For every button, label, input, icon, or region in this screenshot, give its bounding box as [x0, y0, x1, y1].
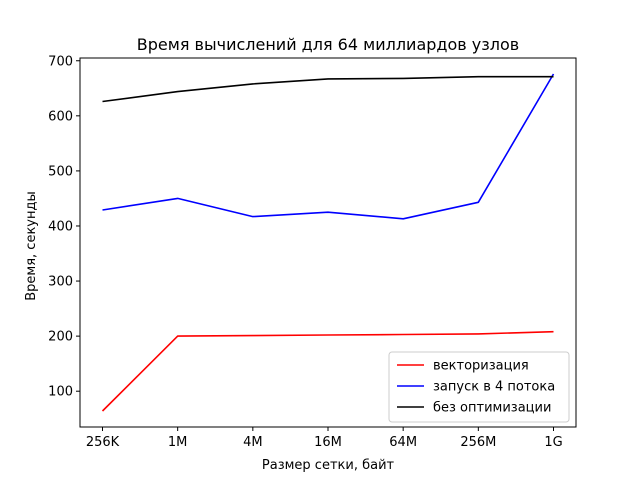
chart-title: Время вычислений для 64 миллиардов узлов	[137, 35, 519, 54]
y-tick-label: 700	[48, 54, 73, 69]
legend-label: векторизация	[433, 359, 529, 374]
y-axis-ticks: 100 200 300 400 500 600 700	[48, 54, 80, 400]
x-tick-label: 1M	[168, 435, 188, 450]
x-axis-label: Размер сетки, байт	[262, 458, 395, 473]
legend: векторизация запуск в 4 потока без оптимиз…	[388, 351, 570, 423]
x-tick-label: 1G	[544, 435, 562, 450]
series-line-0	[101, 330, 554, 412]
x-tick-label: 256M	[460, 435, 496, 450]
series-group	[101, 73, 555, 412]
y-tick-label: 400	[48, 219, 73, 234]
x-axis-ticks: 256K 1M 4M 16M 64M 256M 1G	[86, 427, 563, 450]
y-tick-label: 300	[48, 275, 73, 290]
x-tick-label: 256K	[86, 435, 120, 450]
y-tick-label: 500	[48, 164, 73, 179]
series-line-1	[102, 73, 555, 220]
y-tick-label: 200	[48, 330, 73, 345]
x-tick-label: 16M	[314, 435, 342, 450]
y-tick-label: 600	[48, 109, 73, 124]
legend-box	[388, 351, 570, 423]
y-axis-label: Время, секунды	[24, 191, 39, 301]
legend-label: без оптимизации	[433, 401, 551, 416]
x-tick-label: 4M	[243, 435, 263, 450]
legend-label: запуск в 4 потока	[433, 380, 555, 395]
series-line-2	[102, 75, 554, 103]
y-tick-label: 100	[48, 385, 73, 400]
x-tick-label: 64M	[389, 435, 417, 450]
